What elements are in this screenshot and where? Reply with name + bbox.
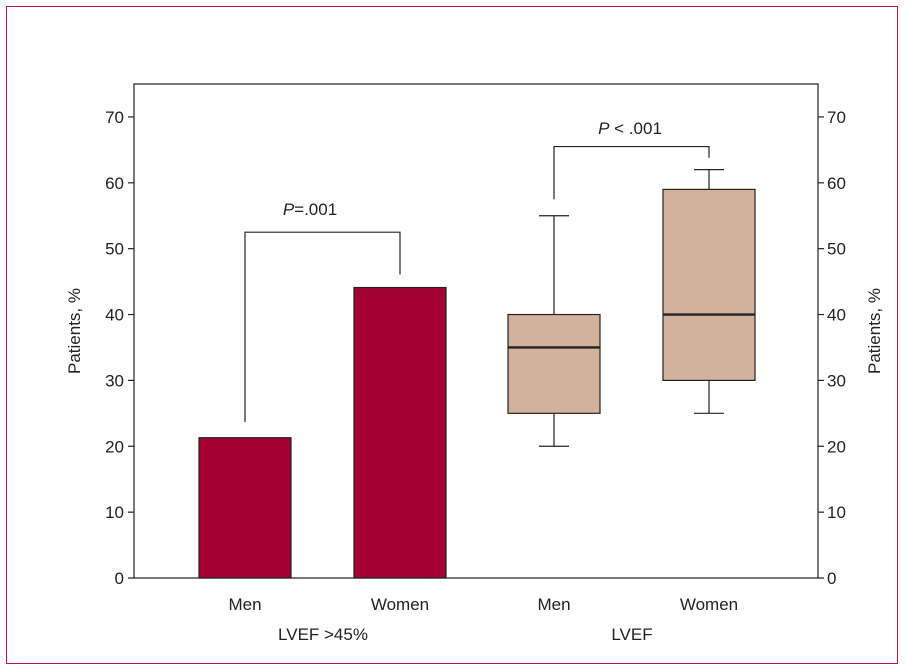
y-tick-label-right: 30 [827,371,846,390]
y-tick-label-left: 50 [105,240,124,259]
p-value-bars-prefix: P [283,200,295,219]
plot-area [133,83,819,579]
bar-men [198,437,292,579]
comparison-bracket-boxes [553,145,710,200]
bar-women [353,286,447,579]
y-axis-label-left: Patients, % [65,288,84,374]
y-tick-label-right: 60 [827,174,846,193]
y-tick-label-left: 70 [105,108,124,127]
y-tick-label-left: 10 [105,503,124,522]
y-tick-label-left: 0 [115,569,124,588]
y-tick-label-right: 40 [827,306,846,325]
y-tick-label-right: 70 [827,108,846,127]
y-axis-label-right: Patients, % [865,288,884,374]
y-tick-label-right: 0 [827,569,836,588]
p-value-boxes-text: < .001 [609,119,661,138]
y-tick-label-right: 50 [827,240,846,259]
p-value-bars: P=.001 [283,200,337,219]
comparison-bracket-bars [244,231,401,422]
y-tick-label-right: 10 [827,503,846,522]
category-label-men-2: Men [537,595,570,614]
y-tick-label-right: 20 [827,437,846,456]
box-men [507,313,601,414]
category-label-women-2: Women [680,595,738,614]
category-label-men-1: Men [228,595,261,614]
y-tick-label-left: 60 [105,174,124,193]
group-label-lvef: LVEF [611,625,652,644]
p-value-bars-text: =.001 [294,200,337,219]
figure-frame [6,6,898,664]
category-label-women-1: Women [371,595,429,614]
y-tick-label-left: 20 [105,437,124,456]
y-tick-label-left: 40 [105,306,124,325]
p-value-boxes-prefix: P [598,119,610,138]
y-tick-label-left: 30 [105,371,124,390]
box-women [662,188,756,382]
group-label-lvef-45: LVEF >45% [278,625,368,644]
p-value-boxes: P < .001 [598,119,662,138]
